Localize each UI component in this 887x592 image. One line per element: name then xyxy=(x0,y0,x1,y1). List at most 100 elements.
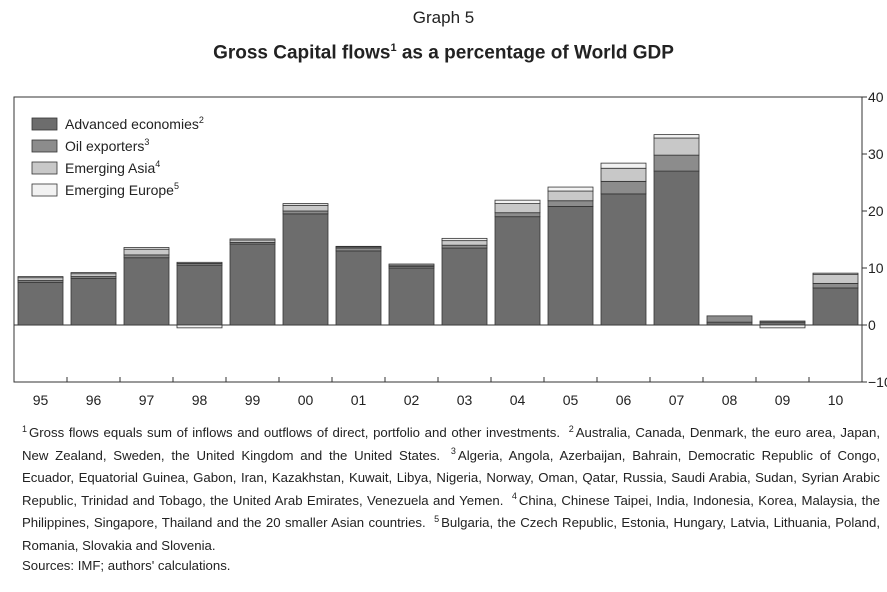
bar-segment xyxy=(17,277,64,281)
bar-segment xyxy=(494,199,541,204)
bar-segment xyxy=(282,204,329,212)
bar-segment xyxy=(759,320,806,323)
footnote-marker: 5 xyxy=(434,513,440,524)
bar-segment xyxy=(653,134,700,139)
bar-segment xyxy=(812,273,859,284)
bar-segment xyxy=(388,267,435,326)
y-tick-label: 40 xyxy=(868,89,884,105)
bar-segment xyxy=(282,203,329,206)
bar-segment xyxy=(812,287,859,326)
legend-swatch xyxy=(31,117,58,131)
bar-segment xyxy=(176,324,223,329)
bar-segment xyxy=(494,203,541,214)
bar-segment xyxy=(494,212,541,218)
bar-segment xyxy=(176,261,223,264)
bar-segment xyxy=(123,247,170,250)
y-tick-label: 10 xyxy=(868,260,884,276)
x-tick-label: 00 xyxy=(298,392,314,408)
chart-title: Gross Capital flows1 as a percentage of … xyxy=(0,42,887,64)
y-tick-label: 0 xyxy=(868,317,876,333)
bar-segment xyxy=(812,282,859,289)
legend-swatch xyxy=(31,139,58,153)
bar-segment xyxy=(17,281,64,326)
x-tick-label: 96 xyxy=(86,392,102,408)
bar-segment xyxy=(494,216,541,326)
y-tick-label: 30 xyxy=(868,146,884,162)
bar-segment xyxy=(706,321,753,326)
x-tick-label: 03 xyxy=(457,392,473,408)
bar-segment xyxy=(653,154,700,172)
bar-segment xyxy=(653,137,700,156)
bar-segment xyxy=(176,264,223,326)
bar-segment xyxy=(123,248,170,256)
bar-segment xyxy=(547,186,594,192)
x-tick-label: 08 xyxy=(722,392,738,408)
stacked-bar-chart: 40 30 20 10 0 −10 95 96 97 98 99 00 01 02 03 04 05 06 07 08… xyxy=(13,89,887,408)
bar-segment xyxy=(600,162,647,169)
bar-segment xyxy=(441,237,488,242)
bar-segment xyxy=(70,273,117,277)
footnote-marker: 4 xyxy=(511,491,517,502)
bar-segment xyxy=(123,257,170,326)
bar-segment xyxy=(282,210,329,215)
bar-segment xyxy=(335,245,382,248)
footnote-text: Algeria, Angola, Azerbaijan, Bahrain, De… xyxy=(22,447,881,508)
bar-segment xyxy=(70,272,117,275)
bar-segment xyxy=(547,200,594,207)
legend-label: Emerging Asia4 xyxy=(65,159,160,176)
legend-label: Oil exporters3 xyxy=(65,137,149,154)
x-tick-label: 99 xyxy=(245,392,261,408)
bar-segment xyxy=(335,250,382,326)
bar-segment xyxy=(812,272,859,275)
y-tick-label: −10 xyxy=(868,374,887,390)
graph-label: Graph 5 xyxy=(412,8,475,27)
y-tick-label: 20 xyxy=(868,203,884,219)
legend-footnote-marker: 5 xyxy=(174,181,179,191)
bar-segment xyxy=(653,170,700,326)
legend-series-name: Emerging Asia xyxy=(65,160,155,176)
x-tick-label: 01 xyxy=(351,392,367,408)
x-tick-label: 95 xyxy=(33,392,49,408)
x-tick-label: 07 xyxy=(669,392,685,408)
footnote-text: Bulgaria, the Czech Republic, Estonia, H… xyxy=(22,515,880,553)
bar-segment xyxy=(70,277,117,326)
legend-footnote-marker: 4 xyxy=(155,159,160,169)
bar-segment xyxy=(229,243,276,326)
footnote-text: China, Chinese Taipei, India, Indonesia,… xyxy=(22,492,880,531)
bar-segment xyxy=(547,190,594,202)
bar-segment xyxy=(547,206,594,326)
bar-segment xyxy=(759,324,806,329)
bar-segment xyxy=(600,193,647,326)
legend-series-name: Advanced economies xyxy=(65,116,199,132)
title-main: Gross Capital flows xyxy=(213,42,391,64)
footnote-text: Australia, Canada, Denmark, the euro are… xyxy=(22,425,881,463)
footnote-marker: 3 xyxy=(450,446,456,457)
bar-segment xyxy=(600,167,647,182)
bar-segment xyxy=(229,238,276,241)
x-tick-label: 09 xyxy=(775,392,791,408)
footnote-marker: 1 xyxy=(22,423,28,434)
x-tick-label: 97 xyxy=(139,392,155,408)
legend-series-name: Emerging Europe xyxy=(65,182,174,198)
x-tick-label: 10 xyxy=(828,392,844,408)
bar-segment xyxy=(441,240,488,246)
x-tick-label: 98 xyxy=(192,392,208,408)
title-footnote-marker: 1 xyxy=(390,42,397,54)
bar-segment xyxy=(759,321,806,326)
x-tick-label: 04 xyxy=(510,392,526,408)
legend-swatch xyxy=(31,161,58,175)
legend-footnote-marker: 3 xyxy=(144,137,149,147)
legend-swatch xyxy=(31,183,58,197)
bar-segment xyxy=(335,247,382,252)
bar-segment xyxy=(282,213,329,326)
bar-segment xyxy=(123,254,170,259)
sources-note: Sources: IMF; authors' calculations. xyxy=(22,558,231,573)
bar-segment xyxy=(17,276,64,279)
bar-segment xyxy=(706,315,753,323)
footnotes: 1 Gross flows equals sum of inflows and o… xyxy=(22,422,880,558)
legend-footnote-marker: 2 xyxy=(199,115,204,125)
legend-label: Emerging Europe5 xyxy=(65,181,179,198)
x-tick-label: 02 xyxy=(404,392,420,408)
x-tick-label: 06 xyxy=(616,392,632,408)
legend-label: Advanced economies2 xyxy=(65,115,204,132)
